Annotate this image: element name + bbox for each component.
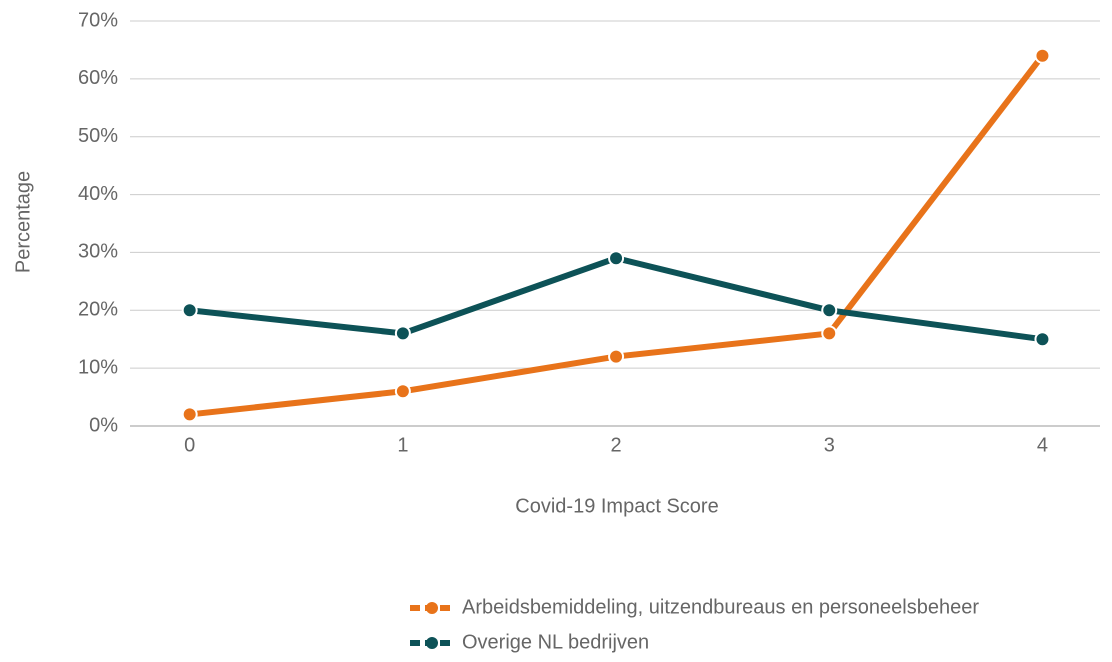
data-point xyxy=(608,250,625,267)
x-axis-label: Covid-19 Impact Score xyxy=(515,495,718,517)
y-tick-label: 60% xyxy=(78,67,118,89)
data-point xyxy=(1034,331,1051,348)
y-tick-label: 10% xyxy=(78,356,118,378)
data-point xyxy=(181,302,198,319)
y-tick-label: 20% xyxy=(78,299,118,321)
legend-dot xyxy=(426,637,438,649)
legend-dot xyxy=(426,602,438,614)
data-point xyxy=(181,406,198,423)
x-tick-label: 0 xyxy=(184,434,195,456)
data-point xyxy=(821,325,838,342)
data-point xyxy=(1034,47,1051,64)
x-tick-label: 1 xyxy=(397,434,408,456)
y-tick-label: 0% xyxy=(89,414,118,436)
legend-label: Arbeidsbemiddeling, uitzendbureaus en pe… xyxy=(462,596,979,618)
y-tick-label: 40% xyxy=(78,183,118,205)
x-tick-label: 2 xyxy=(611,434,622,456)
y-tick-label: 50% xyxy=(78,125,118,147)
x-tick-label: 3 xyxy=(824,434,835,456)
series-line xyxy=(189,255,1043,343)
data-point xyxy=(821,302,838,319)
y-axis-label: Percentage xyxy=(12,171,34,273)
data-point xyxy=(394,325,411,342)
y-tick-label: 70% xyxy=(78,9,118,31)
legend-label: Overige NL bedrijven xyxy=(462,631,649,653)
x-tick-label: 4 xyxy=(1037,434,1048,456)
y-tick-label: 30% xyxy=(78,241,118,263)
data-point xyxy=(394,383,411,400)
data-point xyxy=(608,348,625,365)
